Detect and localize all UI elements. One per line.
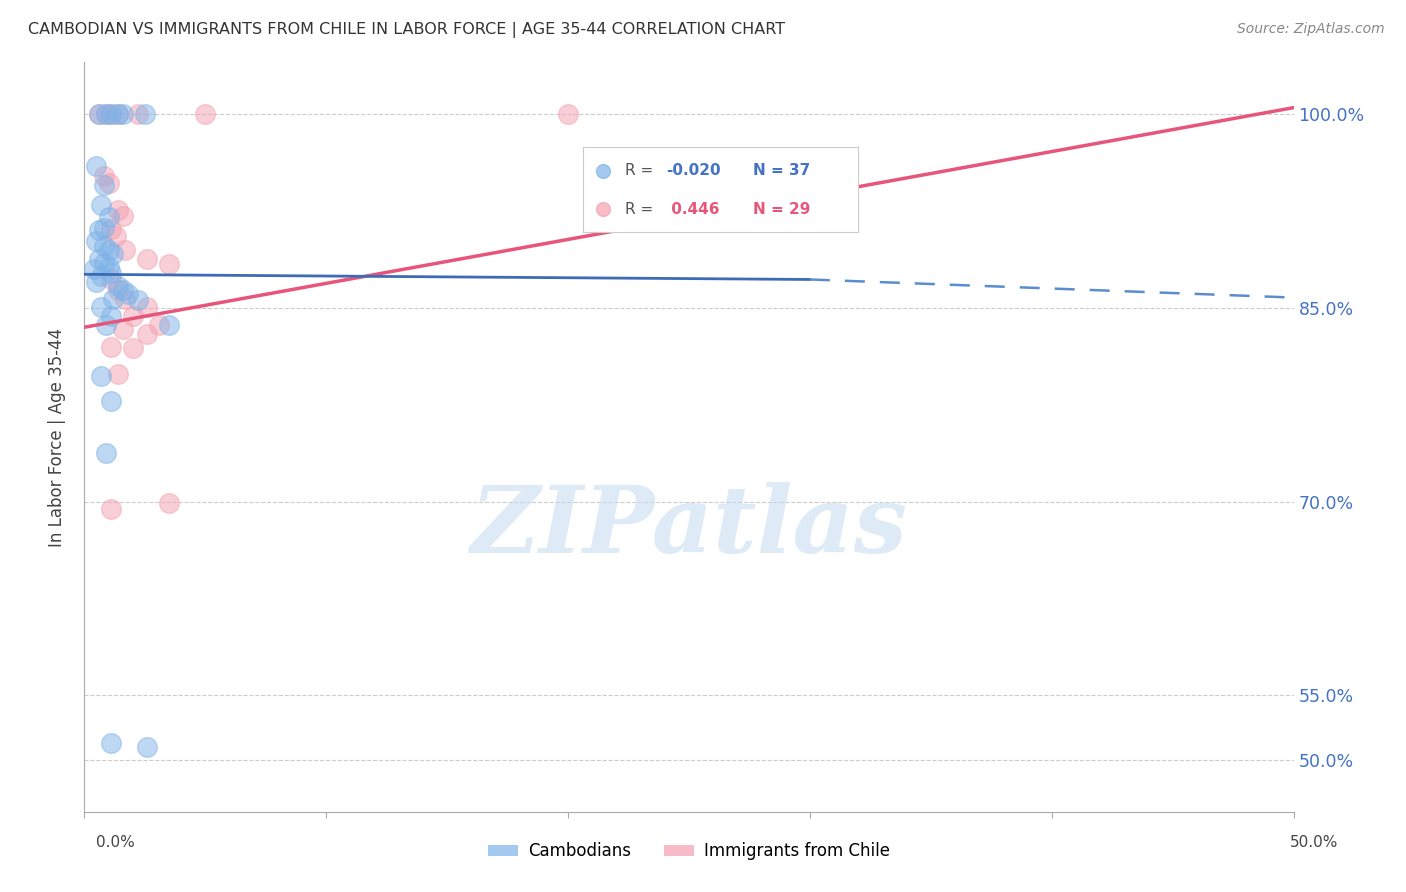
Point <box>93 178 115 193</box>
Point <box>157 257 180 271</box>
Point <box>90 300 112 314</box>
Point <box>112 321 135 335</box>
Point <box>93 169 115 183</box>
Point <box>97 260 120 274</box>
Point <box>592 164 614 178</box>
Point <box>90 369 112 384</box>
Y-axis label: In Labor Force | Age 35-44: In Labor Force | Age 35-44 <box>48 327 66 547</box>
Point <box>112 209 135 223</box>
Point <box>100 340 122 354</box>
Point <box>86 234 108 248</box>
Point <box>157 496 180 510</box>
Point <box>127 107 149 121</box>
Text: Source: ZipAtlas.com: Source: ZipAtlas.com <box>1237 22 1385 37</box>
Point <box>97 243 120 257</box>
Text: -0.020: -0.020 <box>666 163 720 178</box>
Point <box>127 293 149 307</box>
Point <box>100 272 122 286</box>
Point <box>86 275 108 289</box>
Point <box>94 445 117 459</box>
Point <box>87 223 110 237</box>
Point <box>87 252 110 266</box>
Point <box>557 107 579 121</box>
Point <box>592 202 614 216</box>
Point <box>107 367 129 381</box>
Point <box>94 318 117 332</box>
Text: 0.0%: 0.0% <box>96 836 135 850</box>
Point <box>94 107 117 121</box>
Text: CAMBODIAN VS IMMIGRANTS FROM CHILE IN LABOR FORCE | AGE 35-44 CORRELATION CHART: CAMBODIAN VS IMMIGRANTS FROM CHILE IN LA… <box>28 22 785 38</box>
Point <box>117 286 139 301</box>
Point <box>100 502 122 516</box>
Point <box>121 309 143 323</box>
Legend: Cambodians, Immigrants from Chile: Cambodians, Immigrants from Chile <box>481 836 897 867</box>
Point <box>86 159 108 173</box>
Point <box>83 262 105 277</box>
Point <box>114 292 136 306</box>
Point <box>107 107 129 121</box>
Point <box>121 341 143 355</box>
Text: R =: R = <box>624 202 658 217</box>
Point <box>103 292 125 306</box>
Point <box>100 107 122 121</box>
Point <box>107 202 129 217</box>
Text: R =: R = <box>624 163 658 178</box>
Point <box>93 255 115 269</box>
Point <box>114 243 136 257</box>
Point <box>90 197 112 211</box>
Point <box>104 228 127 243</box>
Point <box>90 268 112 283</box>
Point <box>136 252 159 266</box>
Point <box>194 107 217 121</box>
Point <box>107 107 129 121</box>
Point <box>157 318 180 332</box>
Point <box>93 239 115 253</box>
Point <box>100 222 122 236</box>
Point <box>136 740 159 755</box>
Text: N = 29: N = 29 <box>754 202 811 217</box>
Point <box>112 107 135 121</box>
Text: 0.446: 0.446 <box>666 202 720 217</box>
Text: N = 37: N = 37 <box>754 163 811 178</box>
Point <box>134 107 156 121</box>
Point <box>112 283 135 297</box>
Point <box>100 107 122 121</box>
Point <box>93 220 115 235</box>
Text: 50.0%: 50.0% <box>1291 836 1339 850</box>
Point <box>87 107 110 121</box>
Point <box>100 309 122 323</box>
Point <box>97 176 120 190</box>
Point <box>148 318 170 332</box>
Text: ZIPatlas: ZIPatlas <box>471 482 907 572</box>
Point <box>100 393 122 408</box>
Point <box>94 107 117 121</box>
Point <box>100 736 122 750</box>
Point <box>100 266 122 280</box>
Point <box>107 279 129 293</box>
Point <box>87 107 110 121</box>
Point <box>136 300 159 314</box>
Point <box>103 246 125 260</box>
Point <box>97 211 120 225</box>
Point <box>107 283 129 297</box>
Point <box>136 326 159 341</box>
